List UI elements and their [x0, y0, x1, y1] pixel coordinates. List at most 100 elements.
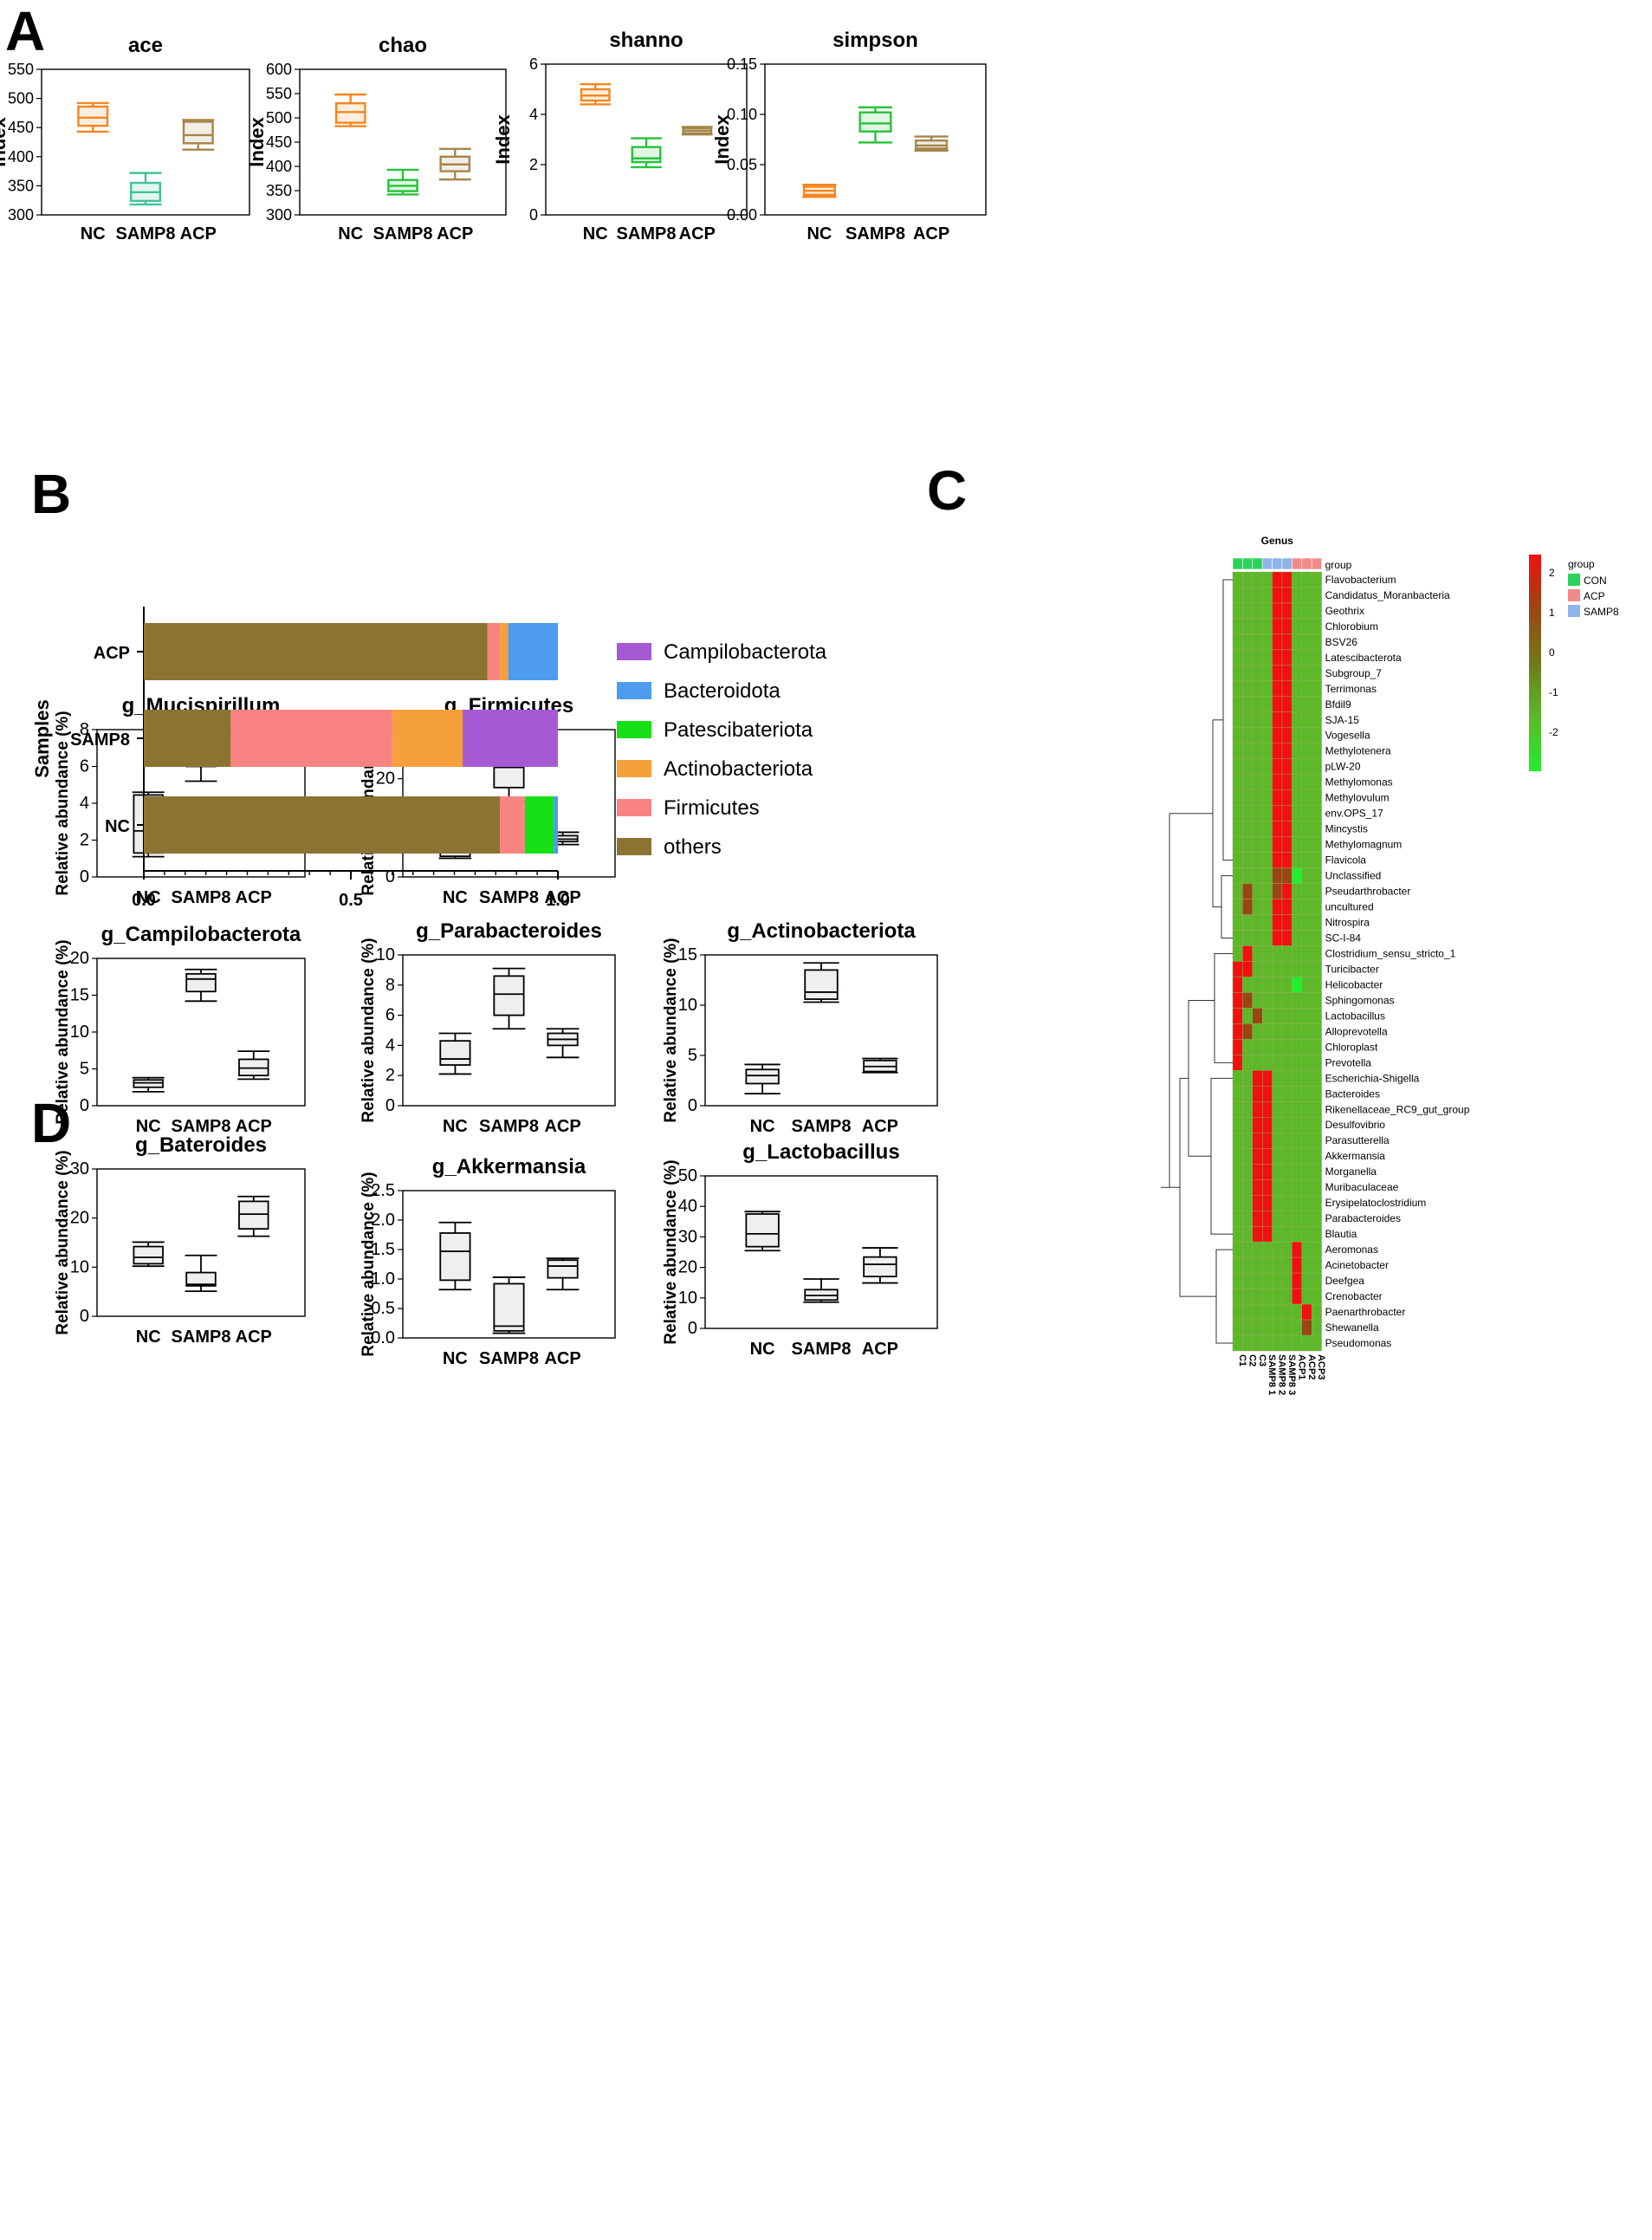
group-annotation-cell — [1242, 557, 1254, 570]
heatmap-row-label: Lactobacillus — [1325, 1010, 1385, 1022]
box-samp8: SAMP8 — [479, 967, 539, 1136]
heatmap-cell — [1311, 1070, 1322, 1087]
heatmap-cell — [1311, 789, 1322, 806]
heatmap-cell — [1252, 992, 1263, 1009]
heatmap-cell — [1292, 680, 1303, 698]
heatmap-cell — [1311, 1319, 1322, 1336]
box-acp: ACP — [913, 135, 949, 243]
heatmap-cell — [1232, 1334, 1243, 1352]
heatmap-cell — [1252, 1023, 1263, 1040]
heatmap-cell — [1301, 1039, 1312, 1055]
heatmap-row-label: Latescibacterota — [1325, 652, 1402, 664]
heatmap-cell — [1311, 1039, 1322, 1055]
heatmap-cell — [1311, 977, 1322, 993]
heatmap-cell — [1292, 945, 1303, 962]
box-samp8: SAMP8 — [373, 168, 432, 243]
heatmap-cell — [1301, 1303, 1312, 1321]
heatmap-cell — [1232, 945, 1243, 962]
heatmap-cell — [1232, 711, 1243, 729]
heatmap-cell — [1232, 1086, 1243, 1102]
heatmap-cell — [1311, 852, 1322, 868]
y-tick-label: 350 — [8, 177, 34, 194]
legend-label: Campilobacterota — [664, 640, 827, 664]
heatmap-cell — [1232, 1101, 1243, 1118]
heatmap-cell — [1232, 649, 1243, 666]
heatmap-row-label: Pseudomonas — [1325, 1337, 1392, 1349]
heatmap-cell — [1281, 992, 1292, 1009]
box-acp: ACP — [544, 1257, 581, 1368]
heatmap-cell — [1261, 1055, 1273, 1071]
heatmap-cell — [1311, 618, 1322, 635]
heatmap-cell — [1281, 1303, 1292, 1321]
y-tick-label: 20 — [70, 1209, 89, 1228]
heatmap-cell — [1301, 945, 1312, 962]
iqr-box — [185, 972, 217, 993]
heatmap-cell — [1272, 587, 1283, 604]
box-nc: NC — [744, 1211, 781, 1359]
x-category-label: NC — [443, 1349, 468, 1368]
heatmap-cell — [1272, 836, 1283, 853]
plot-frame — [41, 68, 250, 216]
heatmap-cell — [1261, 1303, 1273, 1321]
y-tick-label: 550 — [8, 61, 34, 78]
heatmap-cell — [1281, 649, 1292, 666]
y-tick-label: 0.5 — [371, 1299, 395, 1318]
y-tick-label: 6 — [80, 757, 89, 776]
heatmap-cell — [1301, 1210, 1312, 1227]
heatmap-cell — [1242, 1288, 1254, 1305]
heatmap-cell — [1311, 1272, 1322, 1289]
box-samp8: SAMP8 — [172, 1254, 230, 1347]
heatmap-row-label: Flavobacterium — [1325, 574, 1396, 586]
legend-swatch — [617, 721, 651, 738]
heatmap-row-label: Paenarthrobacter — [1325, 1306, 1406, 1318]
heatmap-row-label: Acinetobacter — [1325, 1259, 1389, 1271]
heatmap-cell — [1272, 711, 1283, 729]
heatmap-cell — [1261, 1319, 1273, 1336]
heatmap-cell — [1292, 930, 1303, 946]
y-tick-label: 10 — [70, 1257, 89, 1276]
heatmap-cell — [1281, 836, 1292, 853]
x-category-label: NC — [338, 224, 363, 243]
plot-frame — [545, 63, 748, 216]
heatmap-cell — [1252, 1210, 1263, 1227]
chart-title: g_Parabacteroides — [416, 919, 602, 943]
heatmap-cell — [1252, 665, 1263, 682]
heatmap-cell — [1292, 711, 1303, 729]
bar-segment-actinobacteriota — [392, 710, 463, 767]
heatmap-cell — [1261, 1008, 1273, 1024]
heatmap-column-label: SAMP8 1 — [1267, 1354, 1277, 1395]
heatmap-cell — [1301, 992, 1312, 1009]
heatmap-cell — [1281, 945, 1292, 962]
heatmap-cell — [1301, 883, 1312, 899]
chart-title: simpson — [832, 29, 918, 52]
heatmap-column-label: SAMP8 3 — [1286, 1354, 1297, 1395]
y-axis-label: Relative abundance (%) — [54, 1150, 72, 1334]
heatmap-cell — [1292, 1164, 1303, 1180]
heatmap-cell — [1272, 883, 1283, 899]
heatmap-cell — [1242, 743, 1254, 759]
heatmap-cell — [1292, 1179, 1303, 1196]
box-samp8: SAMP8 — [792, 962, 851, 1136]
legend-swatch — [617, 682, 651, 699]
heatmap-cell — [1242, 899, 1254, 915]
heatmap-cell — [1272, 743, 1283, 759]
heatmap-cell — [1311, 883, 1322, 899]
heatmap-cell — [1232, 1117, 1243, 1133]
y-tick-label: 0 — [688, 1319, 697, 1338]
heatmap-cell — [1242, 1148, 1254, 1165]
x-category-label: ACP — [862, 1340, 898, 1359]
heatmap-cell — [1261, 758, 1273, 775]
group-annotation-cell — [1292, 557, 1303, 570]
heatmap-row-label: Geothrix — [1325, 605, 1364, 617]
heatmap-cell — [1292, 618, 1303, 635]
heatmap-cell — [1281, 1086, 1292, 1102]
y-axis-label: Relative abundance (%) — [360, 938, 378, 1122]
x-category-label: NC — [443, 1117, 468, 1136]
heatmap-cell — [1232, 836, 1243, 853]
heatmap-cell — [1281, 727, 1292, 743]
group-annotation-cell — [1301, 557, 1312, 570]
heatmap-cell — [1292, 1023, 1303, 1040]
heatmap-cell — [1242, 696, 1254, 713]
heatmap-cell — [1311, 1179, 1322, 1196]
